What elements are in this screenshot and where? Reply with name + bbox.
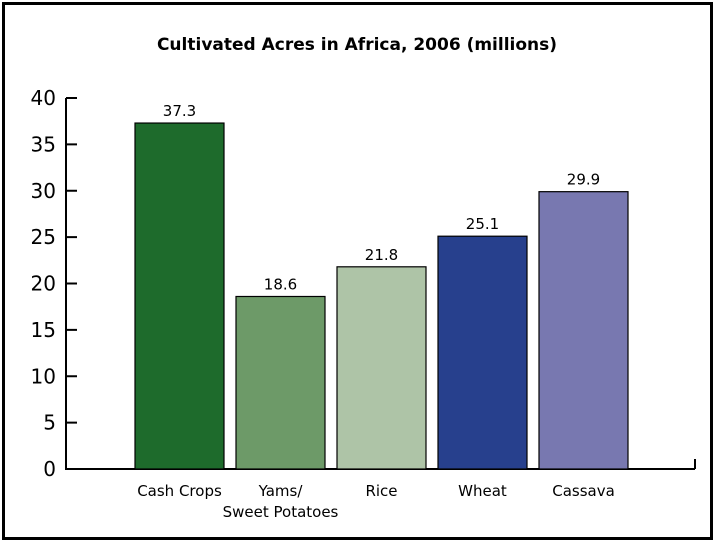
y-tick-label: 40 <box>31 86 56 110</box>
y-tick-label: 15 <box>31 318 56 342</box>
category-label: Cassava <box>552 482 615 500</box>
category-label: Sweet Potatoes <box>223 503 339 521</box>
chart-title: Cultivated Acres in Africa, 2006 (millio… <box>157 35 557 55</box>
category-labels: Cash Crops Yams/Sweet Potatoes Rice Wheat Ca… <box>137 482 615 521</box>
value-label: 21.8 <box>365 246 398 264</box>
y-tick-label: 10 <box>31 364 56 388</box>
y-tick-label: 30 <box>31 179 56 203</box>
value-label: 25.1 <box>466 215 499 233</box>
bar <box>235 295 326 470</box>
value-label: 18.6 <box>264 275 297 293</box>
bar <box>437 235 528 470</box>
y-tick-label: 35 <box>31 132 56 156</box>
bar <box>336 266 427 470</box>
category-label: Wheat <box>458 482 507 500</box>
category-label: Rice <box>365 482 397 500</box>
bar <box>538 191 629 470</box>
category-label: Cash Crops <box>137 482 222 500</box>
bar <box>134 122 225 470</box>
category-label: Yams/ <box>258 482 304 500</box>
y-tick-label: 5 <box>43 411 56 435</box>
bars-group <box>134 122 629 470</box>
value-label: 29.9 <box>567 171 600 189</box>
y-axis-ticks: 0 5 10 15 20 25 30 35 40 <box>31 86 77 481</box>
value-label: 37.3 <box>163 102 196 120</box>
y-tick-label: 20 <box>31 272 56 296</box>
value-labels: 37.3 18.6 21.8 25.1 29.9 <box>163 102 600 293</box>
y-tick-label: 25 <box>31 225 56 249</box>
y-tick-label: 0 <box>43 457 56 481</box>
